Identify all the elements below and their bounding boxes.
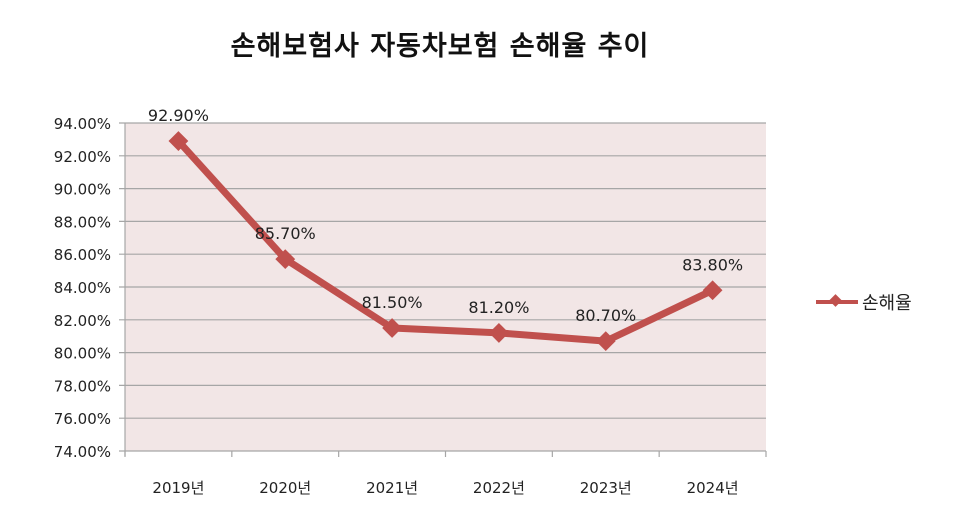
legend-label: 손해율 bbox=[862, 293, 912, 314]
y-tick-label: 74.00% bbox=[54, 443, 111, 461]
x-tick-label: 2021년 bbox=[366, 479, 418, 497]
chart-title: 손해보험사 자동차보험 손해율 추이 bbox=[230, 31, 650, 62]
data-label: 92.90% bbox=[148, 106, 209, 125]
y-tick-label: 80.00% bbox=[54, 345, 111, 363]
y-tick-label: 94.00% bbox=[54, 115, 111, 133]
y-tick-label: 82.00% bbox=[54, 312, 111, 330]
series-line bbox=[175, 138, 715, 345]
y-tick-label: 86.00% bbox=[54, 246, 111, 264]
y-tick-label: 90.00% bbox=[54, 181, 111, 199]
data-label: 80.70% bbox=[575, 306, 636, 325]
data-point-marker bbox=[168, 131, 189, 151]
legend-line-marker-icon bbox=[816, 292, 858, 312]
y-tick-label: 84.00% bbox=[54, 279, 111, 297]
y-tick-label: 92.00% bbox=[54, 148, 111, 166]
data-label: 81.50% bbox=[362, 293, 423, 312]
x-tick-label: 2020년 bbox=[259, 479, 311, 497]
data-label: 85.70% bbox=[255, 224, 316, 243]
legend: 손해율 bbox=[816, 289, 912, 315]
x-tick-label: 2022년 bbox=[473, 479, 525, 497]
data-point-marker bbox=[489, 323, 509, 343]
data-point-marker bbox=[595, 331, 616, 352]
x-tick-label: 2019년 bbox=[152, 479, 204, 497]
data-label: 83.80% bbox=[682, 255, 743, 274]
data-label: 81.20% bbox=[468, 298, 529, 317]
x-tick-label: 2023년 bbox=[580, 479, 632, 497]
y-tick-label: 88.00% bbox=[54, 213, 111, 231]
x-tick-label: 2024년 bbox=[687, 479, 739, 497]
y-tick-label: 76.00% bbox=[54, 410, 111, 428]
data-point-marker bbox=[382, 318, 402, 338]
data-point-marker bbox=[702, 280, 723, 301]
y-tick-label: 78.00% bbox=[54, 377, 111, 395]
data-point-marker bbox=[275, 249, 296, 270]
